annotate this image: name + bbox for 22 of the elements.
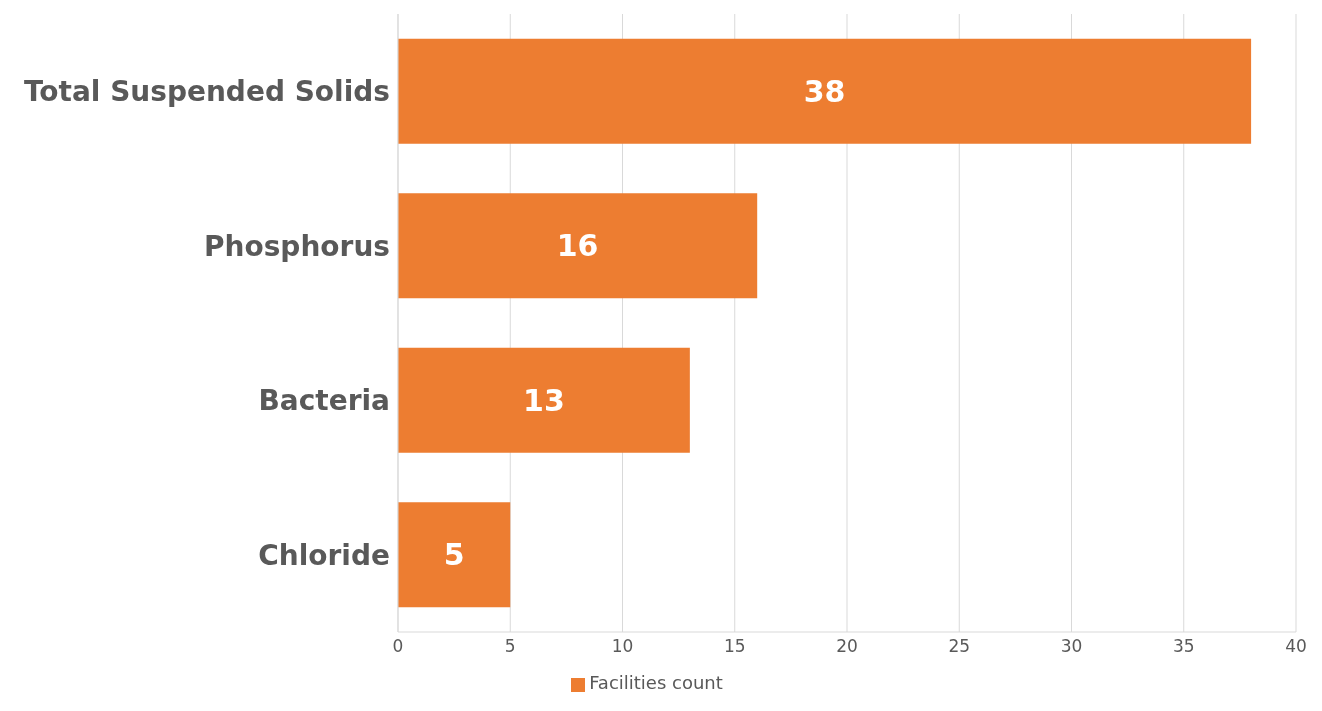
data-label: 13 [523, 382, 565, 418]
y-tick-label: Bacteria [258, 384, 390, 418]
x-tick-label: 20 [836, 636, 858, 657]
x-tick-label: 15 [723, 636, 746, 657]
x-tick-label: 25 [948, 636, 971, 657]
y-tick-label: Phosphorus [204, 229, 390, 263]
bar [398, 502, 511, 608]
x-tick-label: 40 [1285, 636, 1307, 657]
y-tick-label: Total Suspended Solids [23, 75, 390, 109]
legend-label: Facilities count [589, 672, 723, 693]
x-tick-label: 30 [1060, 636, 1083, 657]
data-label: 38 [803, 73, 846, 109]
bar [398, 347, 690, 453]
x-tick-label: 35 [1172, 636, 1195, 657]
x-tick-label: 0 [392, 636, 404, 657]
data-label: 5 [443, 537, 465, 573]
bar [398, 193, 758, 299]
x-tick-label: 5 [504, 636, 516, 657]
x-tick-label: 10 [611, 636, 634, 657]
data-label: 16 [556, 228, 599, 264]
bar [398, 38, 1252, 144]
y-tick-label: Chloride [258, 538, 390, 572]
